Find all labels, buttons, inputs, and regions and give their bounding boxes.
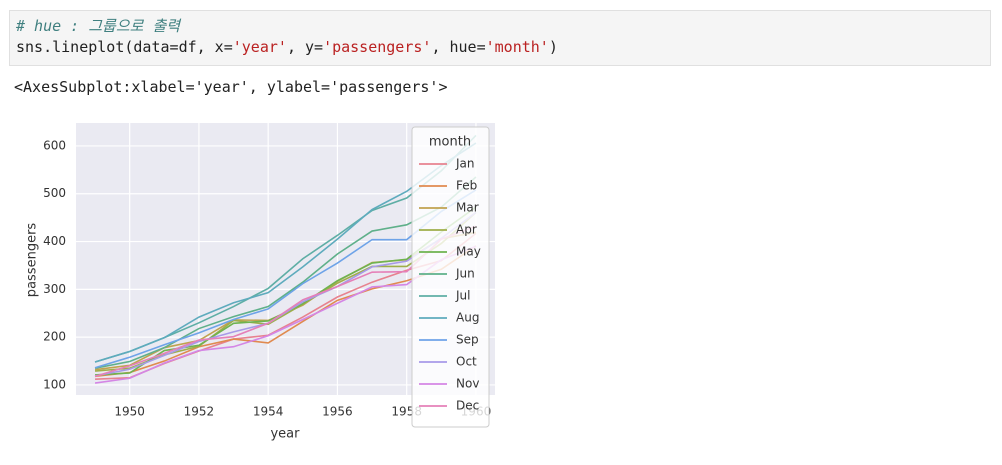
token: df — [178, 38, 197, 56]
legend-label: Jun — [455, 267, 475, 281]
token: , hue= — [431, 38, 486, 56]
token: ) — [548, 38, 558, 56]
token: 'passengers' — [323, 38, 432, 56]
token: sns.lineplot(data= — [16, 38, 179, 56]
token: 'month' — [485, 38, 549, 56]
comment: # hue : 그룹으로 출력 — [16, 17, 181, 35]
code-line: # hue : 그룹으로 출력 — [16, 16, 984, 37]
legend-label: Aug — [456, 311, 479, 325]
legend-label: Dec — [456, 399, 479, 413]
y-tick-label: 600 — [43, 138, 66, 152]
x-tick-label: 1956 — [322, 405, 353, 419]
x-tick-label: 1950 — [114, 405, 145, 419]
output-text: <AxesSubplot:xlabel='year', ylabel='pass… — [14, 78, 448, 96]
x-axis-label: year — [270, 427, 300, 442]
x-tick-label: 1952 — [184, 405, 215, 419]
token: , y= — [286, 38, 324, 56]
y-tick-label: 300 — [43, 282, 66, 296]
y-tick-label: 400 — [43, 234, 66, 248]
legend-box — [411, 126, 490, 428]
legend-label: Jan — [455, 157, 475, 171]
y-tick-label: 500 — [43, 186, 66, 200]
legend-label: Mar — [456, 201, 479, 215]
legend-label: Nov — [456, 377, 479, 391]
legend-label: Feb — [456, 179, 477, 193]
y-tick-label: 200 — [43, 330, 66, 344]
legend-label: May — [456, 245, 481, 259]
token: , x= — [196, 38, 233, 56]
code-cell[interactable]: # hue : 그룹으로 출력 sns.lineplot(data=df, x='… — [9, 10, 991, 66]
legend-label: Apr — [456, 223, 477, 237]
token: 'year' — [232, 38, 287, 56]
y-tick-label: 100 — [43, 377, 66, 391]
y-axis-label: passengers — [25, 223, 40, 298]
legend-label: Jul — [455, 289, 470, 303]
x-tick-label: 1954 — [253, 405, 284, 419]
legend-label: Oct — [456, 355, 477, 369]
legend-title: month — [429, 135, 471, 150]
code-line: sns.lineplot(data=df, x='year', y='passe… — [16, 37, 984, 58]
legend-label: Sep — [456, 333, 479, 347]
